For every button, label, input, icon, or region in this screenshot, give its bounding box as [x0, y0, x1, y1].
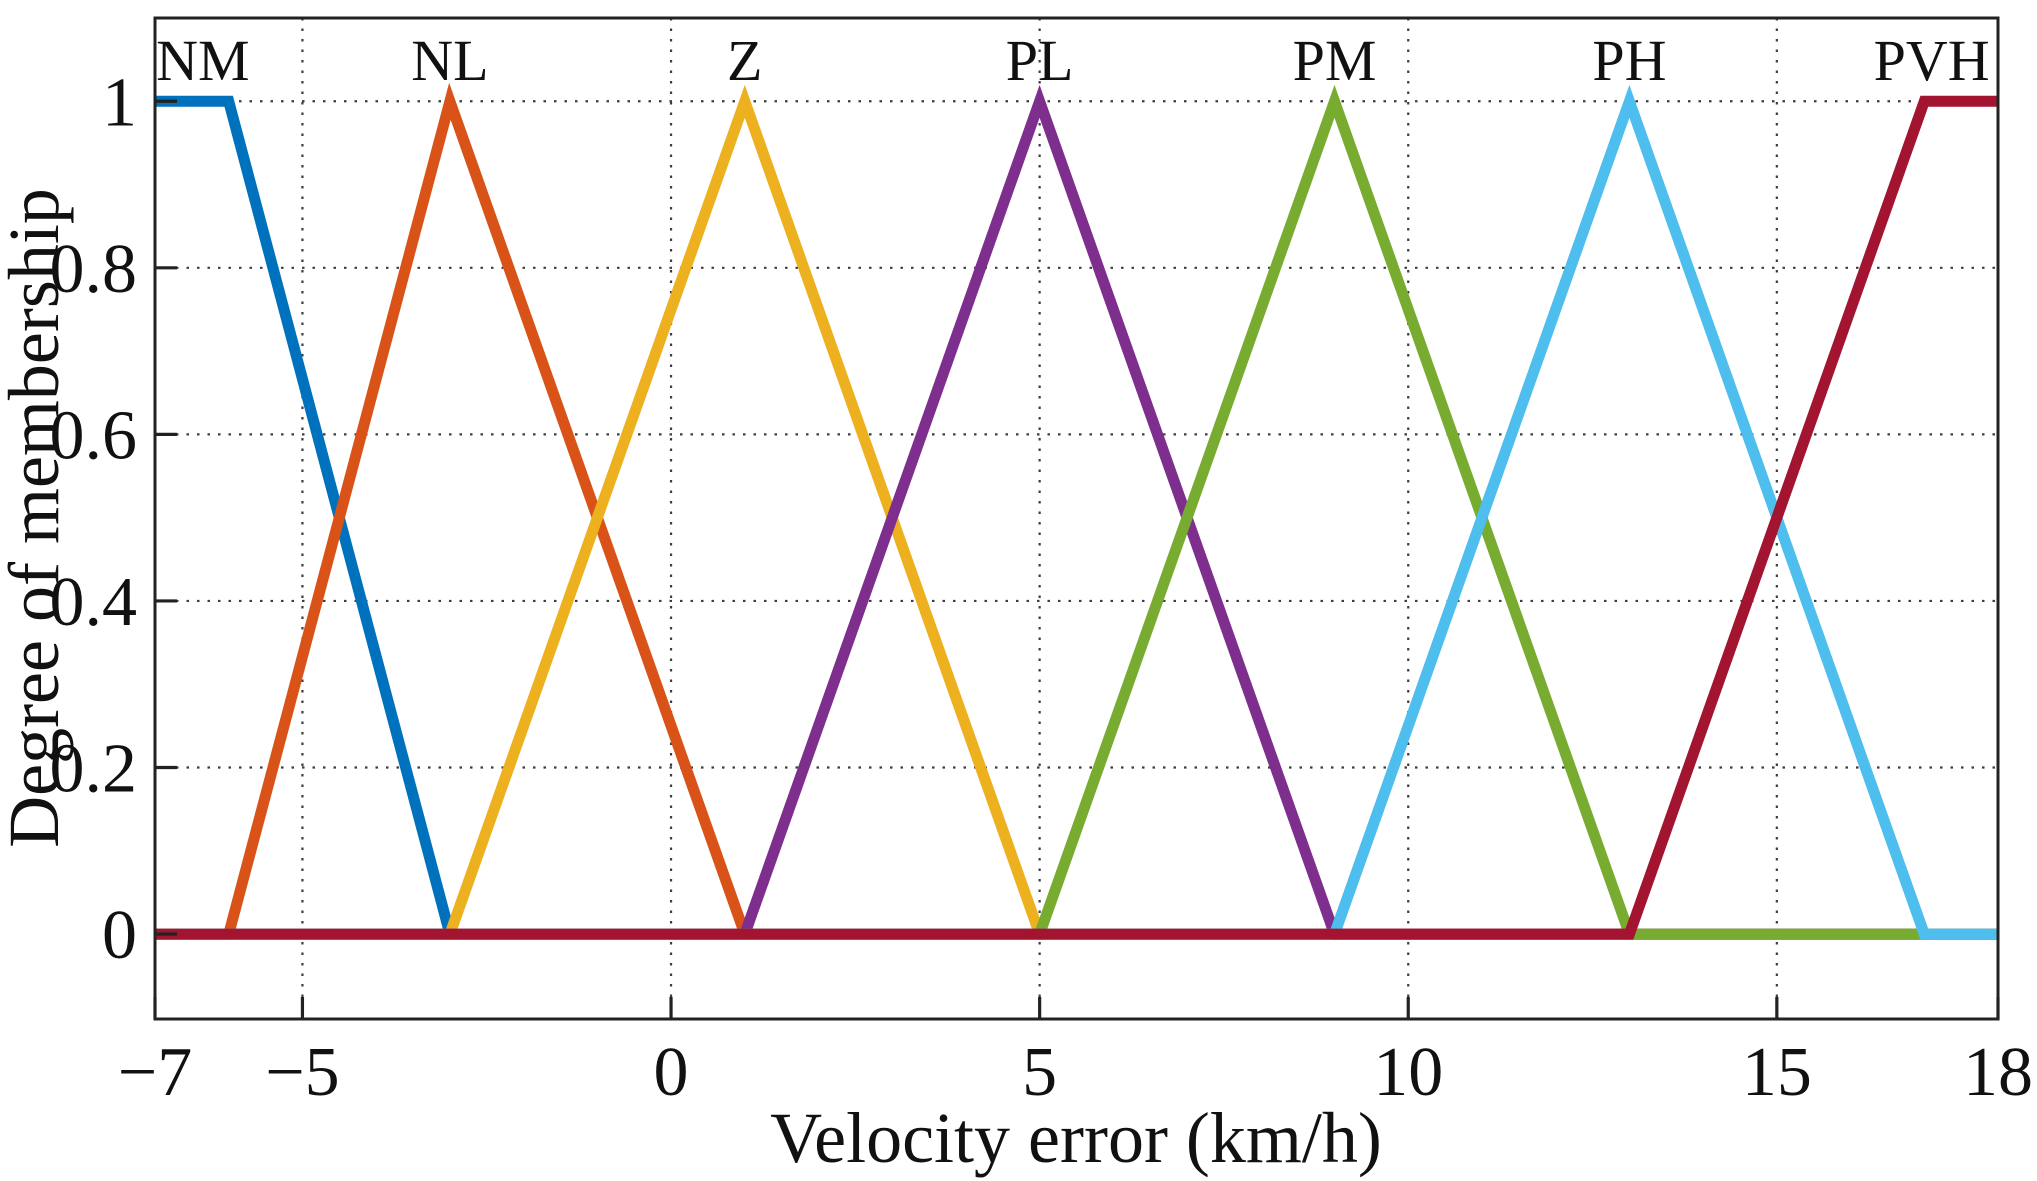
y-axis-label: Degree of membership — [0, 188, 74, 848]
membership-curve-z — [155, 84, 1998, 940]
curve-label-nl: NL — [411, 28, 488, 93]
curve-label-pm: PM — [1293, 28, 1377, 93]
y-tick-label: 0.2 — [50, 731, 138, 808]
y-tick-label: 1 — [102, 64, 137, 141]
curve-label-nm: NM — [156, 28, 249, 93]
y-tick-label: 0.4 — [50, 564, 138, 641]
x-tick-label: 5 — [1022, 1034, 1057, 1111]
membership-curve-ph — [155, 84, 1998, 940]
membership-curve-nl — [155, 82, 1998, 940]
membership-curve-nm — [155, 95, 1998, 940]
membership-curve-pvh — [155, 95, 1998, 940]
y-tick-label: 0.6 — [50, 397, 138, 474]
curve-label-z: Z — [727, 28, 762, 93]
x-tick-label: 10 — [1373, 1034, 1443, 1111]
x-tick-label: 0 — [654, 1034, 689, 1111]
membership-curve-pl — [155, 84, 1998, 940]
membership-curve-pm — [155, 84, 1998, 940]
curve-label-pvh: PVH — [1874, 28, 1990, 93]
x-tick-label: −7 — [118, 1034, 192, 1111]
x-axis-label: Velocity error (km/h) — [770, 1098, 1382, 1178]
x-tick-label: 18 — [1963, 1034, 2033, 1111]
y-tick-label: 0 — [102, 897, 137, 974]
curve-label-pl: PL — [1006, 28, 1074, 93]
x-tick-label: 15 — [1742, 1034, 1812, 1111]
plot-frame — [153, 16, 2000, 1021]
y-tick-label: 0.8 — [50, 231, 138, 308]
x-tick-label: −5 — [265, 1034, 339, 1111]
curve-label-ph: PH — [1592, 28, 1666, 93]
